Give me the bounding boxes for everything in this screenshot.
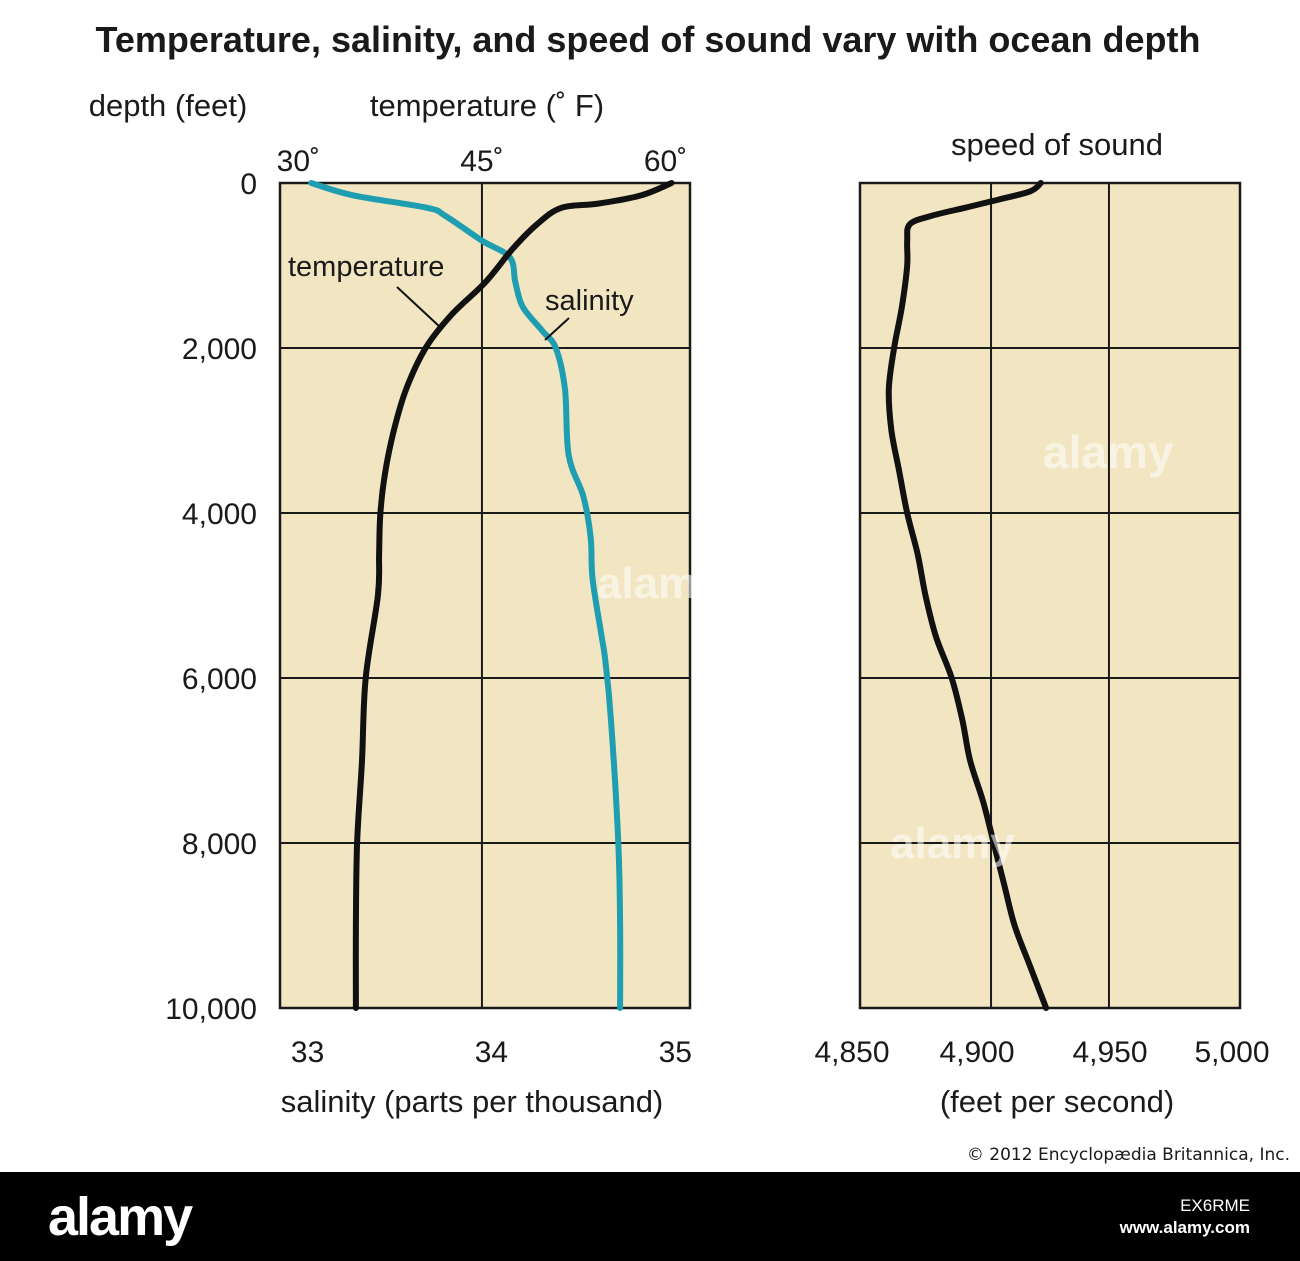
salinity-tick-label: 35 bbox=[659, 1036, 692, 1069]
right-plot: 4,850 4,900 4,950 5,000 bbox=[814, 180, 1270, 1069]
temperature-axis-label: temperature (˚ F) bbox=[370, 88, 604, 123]
salinity-line bbox=[308, 180, 624, 1011]
footer-url: www.alamy.com bbox=[1119, 1218, 1250, 1237]
temperature-tick-label: 60˚ bbox=[644, 145, 687, 178]
plot-frame bbox=[858, 181, 1242, 1010]
depth-tick-label: 2,000 bbox=[182, 333, 257, 366]
salinity-tick-label: 34 bbox=[475, 1036, 508, 1069]
sound-tick-label: 4,850 bbox=[814, 1036, 889, 1069]
chart-svg: Temperature, salinity, and speed of soun… bbox=[89, 19, 1290, 1165]
salinity-axis-label: salinity (parts per thousand) bbox=[281, 1084, 664, 1119]
temperature-annotation-leader bbox=[396, 286, 441, 328]
watermark-text: alamy bbox=[890, 819, 1015, 868]
footer-bar: alamy EX6RME www.alamy.com bbox=[0, 1172, 1300, 1261]
salinity-annotation-leader bbox=[544, 317, 570, 341]
temperature-tick-label: 30˚ bbox=[277, 145, 320, 178]
left-plot: 0 2,000 4,000 6,000 8,000 10,000 30˚ 45˚ 60˚ 33 34… bbox=[165, 145, 692, 1069]
depth-axis-label: depth (feet) bbox=[89, 88, 248, 123]
image-id: EX6RME bbox=[1180, 1196, 1250, 1215]
temperature-line bbox=[352, 180, 675, 1011]
depth-tick-label: 6,000 bbox=[182, 663, 257, 696]
salinity-tick-label: 33 bbox=[291, 1036, 324, 1069]
salinity-annotation: salinity bbox=[545, 285, 634, 317]
chart-title: Temperature, salinity, and speed of soun… bbox=[96, 19, 1201, 60]
sound-axis-label: (feet per second) bbox=[940, 1084, 1174, 1119]
temperature-annotation: temperature bbox=[288, 251, 444, 283]
depth-tick-label: 8,000 bbox=[182, 828, 257, 861]
sound-panel-title: speed of sound bbox=[951, 127, 1163, 162]
alamy-logo: alamy bbox=[48, 1187, 193, 1247]
depth-tick-label: 0 bbox=[240, 168, 257, 201]
speed-of-sound-line bbox=[885, 180, 1050, 1011]
sound-tick-label: 4,900 bbox=[939, 1036, 1014, 1069]
plot-background bbox=[860, 183, 1240, 1008]
sound-tick-label: 5,000 bbox=[1194, 1036, 1269, 1069]
watermark-text: alamy bbox=[597, 559, 722, 608]
depth-tick-label: 4,000 bbox=[182, 498, 257, 531]
copyright-text: © 2012 Encyclopædia Britannica, Inc. bbox=[967, 1145, 1290, 1165]
sound-tick-label: 4,950 bbox=[1072, 1036, 1147, 1069]
temperature-tick-label: 45˚ bbox=[460, 145, 503, 178]
depth-tick-label: 10,000 bbox=[165, 993, 257, 1026]
watermark-text: alamy bbox=[1043, 426, 1174, 478]
plot-frame bbox=[278, 181, 692, 1010]
